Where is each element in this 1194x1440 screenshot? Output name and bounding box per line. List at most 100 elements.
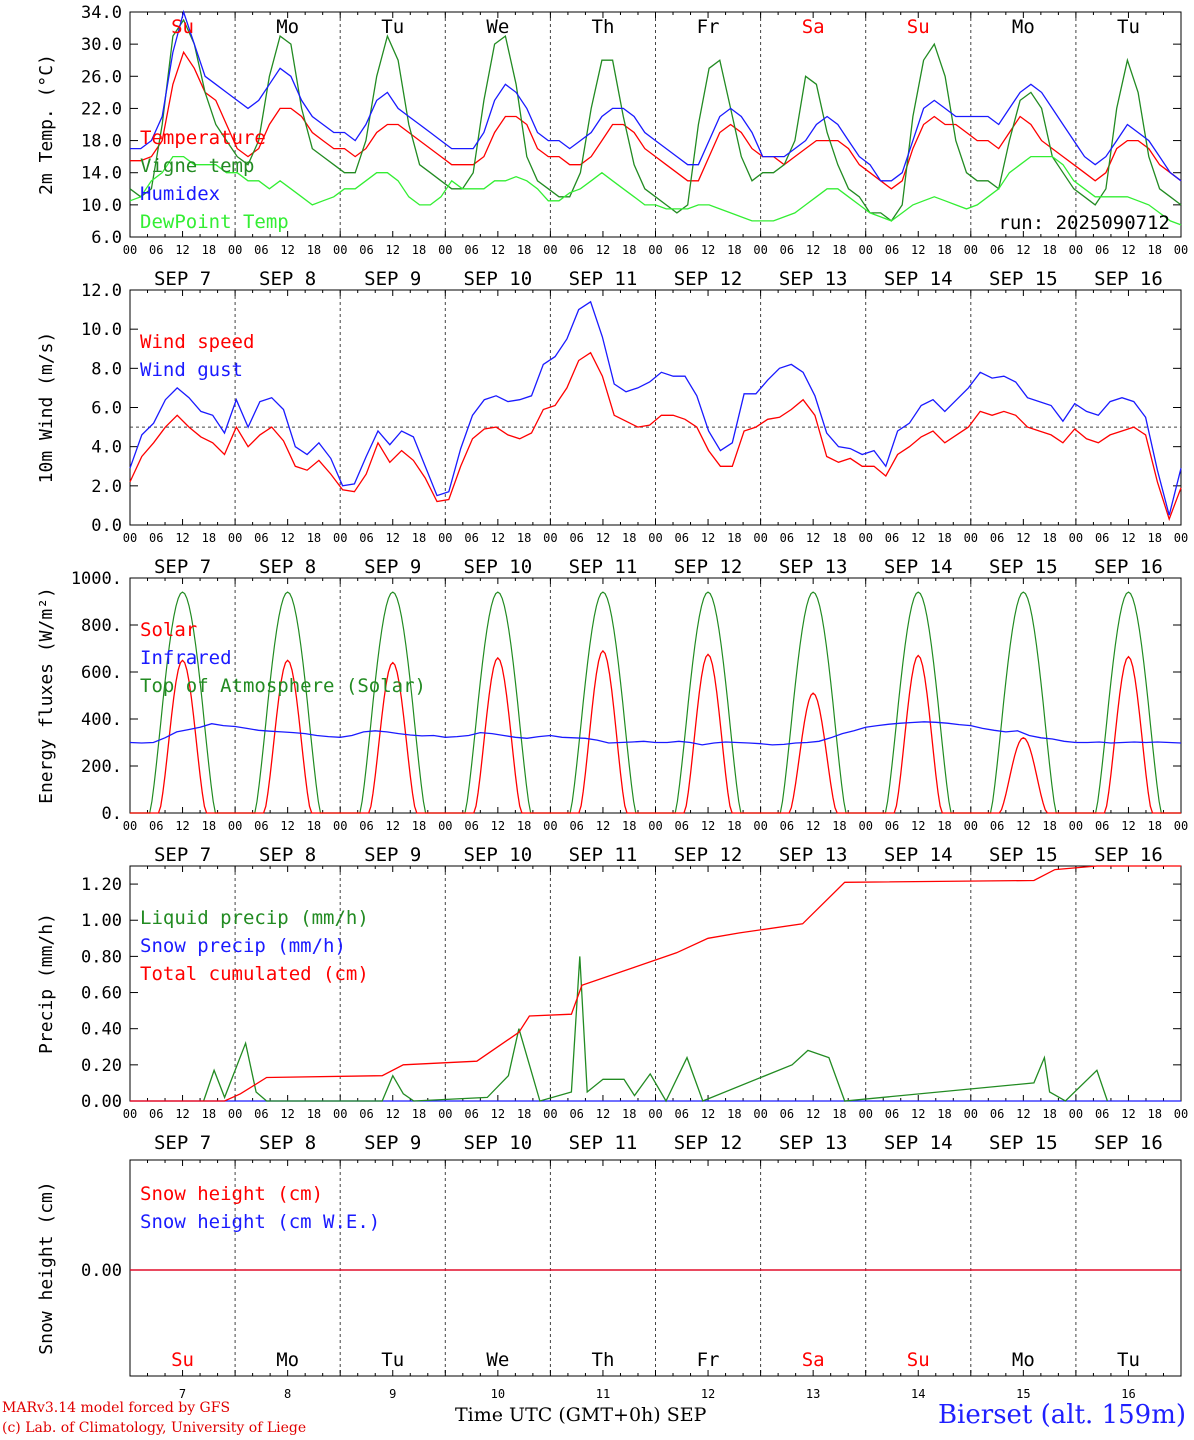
temp-legend-3: DewPoint Temp bbox=[140, 211, 289, 233]
precip-hour-label: 00 bbox=[228, 1107, 242, 1121]
temp-ylabel: 2m Temp. (°C) bbox=[36, 54, 57, 195]
precip-hour-label: 00 bbox=[333, 1107, 347, 1121]
wind-hour-label: 18 bbox=[1042, 531, 1056, 545]
precip-hour-label: 12 bbox=[911, 1107, 925, 1121]
energy-hour-label: 06 bbox=[569, 819, 583, 833]
wind-ytick-label: 4.0 bbox=[91, 438, 122, 458]
temp-hour-label: 12 bbox=[1016, 243, 1030, 257]
temp-series-1 bbox=[129, 18, 1182, 222]
energy-date-label: SEP 14 bbox=[884, 844, 953, 866]
energy-hour-label: 06 bbox=[780, 819, 794, 833]
precip-date-label: SEP 11 bbox=[569, 1132, 638, 1154]
temp-date-label: SEP 15 bbox=[989, 268, 1058, 290]
temp-legend-2: Humidex bbox=[140, 183, 220, 205]
snow-weekday-label: Mo bbox=[276, 1349, 299, 1371]
xaxis-title: Time UTC (GMT+0h) SEP bbox=[455, 1404, 707, 1426]
wind-ytick-label: 0.0 bbox=[91, 516, 122, 536]
wind-date-label: SEP 15 bbox=[989, 556, 1058, 578]
snow-legend-0: Snow height (cm) bbox=[140, 1183, 323, 1205]
temp-date-label: SEP 16 bbox=[1094, 268, 1163, 290]
day-number-label: 14 bbox=[911, 1387, 925, 1400]
precip-hour-label: 12 bbox=[386, 1107, 400, 1121]
wind-hour-label: 12 bbox=[911, 531, 925, 545]
precip-series-1 bbox=[130, 865, 1181, 1102]
energy-hour-label: 18 bbox=[622, 819, 636, 833]
wind-hour-label: 00 bbox=[964, 531, 978, 545]
snow-legend-1: Snow height (cm W.E.) bbox=[140, 1211, 380, 1233]
precip-date-label: SEP 13 bbox=[779, 1132, 848, 1154]
energy-hour-label: 18 bbox=[1042, 819, 1056, 833]
energy-hour-label: 12 bbox=[596, 819, 610, 833]
precip-hour-label: 06 bbox=[780, 1107, 794, 1121]
snow-weekday-label: We bbox=[486, 1349, 509, 1371]
temp-hour-label: 00 bbox=[858, 243, 872, 257]
wind-date-label: SEP 8 bbox=[259, 556, 316, 578]
precip-hour-label: 18 bbox=[412, 1107, 426, 1121]
temp-date-label: SEP 10 bbox=[464, 268, 533, 290]
temp-weekday-label: Fr bbox=[697, 16, 720, 38]
energy-hour-label: 12 bbox=[280, 819, 294, 833]
temp-hour-label: 18 bbox=[307, 243, 321, 257]
temp-date-label: SEP 8 bbox=[259, 268, 316, 290]
lab-credit: (c) Lab. of Climatology, University of L… bbox=[2, 1420, 307, 1436]
energy-date-label: SEP 10 bbox=[464, 844, 533, 866]
temp-hour-label: 06 bbox=[780, 243, 794, 257]
precip-hour-label: 00 bbox=[964, 1107, 978, 1121]
wind-hour-label: 18 bbox=[412, 531, 426, 545]
energy-hour-label: 06 bbox=[990, 819, 1004, 833]
precip-hour-label: 00 bbox=[858, 1107, 872, 1121]
temp-hour-label: 00 bbox=[648, 243, 662, 257]
precip-hour-label: 06 bbox=[149, 1107, 163, 1121]
model-credit: MARv3.14 model forced by GFS bbox=[2, 1400, 231, 1416]
wind-date-label: SEP 16 bbox=[1094, 556, 1163, 578]
wind-hour-label: 06 bbox=[1095, 531, 1109, 545]
temp-hour-label: 18 bbox=[202, 243, 216, 257]
wind-ytick-label: 8.0 bbox=[91, 359, 122, 379]
station-label: Bierset (alt. 159m) bbox=[937, 1400, 1186, 1430]
wind-hour-label: 00 bbox=[753, 531, 767, 545]
temp-weekday-label: Mo bbox=[276, 16, 299, 38]
temp-hour-label: 06 bbox=[1095, 243, 1109, 257]
wind-hour-label: 00 bbox=[1069, 531, 1083, 545]
temp-hour-label: 12 bbox=[1121, 243, 1135, 257]
precip-hour-label: 18 bbox=[937, 1107, 951, 1121]
energy-hour-label: 06 bbox=[464, 819, 478, 833]
temp-weekday-label: Su bbox=[171, 16, 194, 38]
temp-hour-label: 06 bbox=[464, 243, 478, 257]
energy-hour-label: 12 bbox=[701, 819, 715, 833]
wind-hour-label: 06 bbox=[780, 531, 794, 545]
wind-date-label: SEP 10 bbox=[464, 556, 533, 578]
day-number-label: 15 bbox=[1016, 1387, 1030, 1400]
snow-weekday-label: Tu bbox=[1117, 1349, 1140, 1371]
temp-hour-label: 18 bbox=[937, 243, 951, 257]
energy-date-label: SEP 7 bbox=[154, 844, 211, 866]
wind-hour-label: 18 bbox=[202, 531, 216, 545]
energy-hour-label: 18 bbox=[727, 819, 741, 833]
precip-date-label: SEP 14 bbox=[884, 1132, 953, 1154]
temp-hour-label: 12 bbox=[596, 243, 610, 257]
energy-hour-label: 18 bbox=[202, 819, 216, 833]
energy-hour-label: 12 bbox=[911, 819, 925, 833]
wind-ytick-label: 6.0 bbox=[91, 399, 122, 419]
wind-hour-label: 12 bbox=[596, 531, 610, 545]
temp-hour-label: 00 bbox=[753, 243, 767, 257]
precip-hour-label: 00 bbox=[753, 1107, 767, 1121]
precip-hour-label: 12 bbox=[175, 1107, 189, 1121]
energy-hour-label: 18 bbox=[1147, 819, 1161, 833]
energy-hour-label: 00 bbox=[543, 819, 557, 833]
wind-hour-label: 12 bbox=[491, 531, 505, 545]
day-number-label: 11 bbox=[596, 1387, 610, 1400]
energy-ytick-label: 400. bbox=[81, 710, 122, 730]
temp-hour-label: 18 bbox=[517, 243, 531, 257]
energy-date-label: SEP 9 bbox=[364, 844, 421, 866]
wind-hour-label: 12 bbox=[1121, 531, 1135, 545]
run-label: run: 2025090712 bbox=[998, 212, 1170, 234]
wind-hour-label: 06 bbox=[254, 531, 268, 545]
precip-date-label: SEP 10 bbox=[464, 1132, 533, 1154]
energy-hour-label: 12 bbox=[491, 819, 505, 833]
precip-date-label: SEP 15 bbox=[989, 1132, 1058, 1154]
meteogram: 00 06 12 18 SEP 7 00 06 12 18 SEP 8 00 06 12 18 SEP 9 0… bbox=[36, 3, 1188, 1400]
energy-date-label: SEP 11 bbox=[569, 844, 638, 866]
day-number-label: 7 bbox=[179, 1387, 186, 1400]
temp-hour-label: 06 bbox=[359, 243, 373, 257]
